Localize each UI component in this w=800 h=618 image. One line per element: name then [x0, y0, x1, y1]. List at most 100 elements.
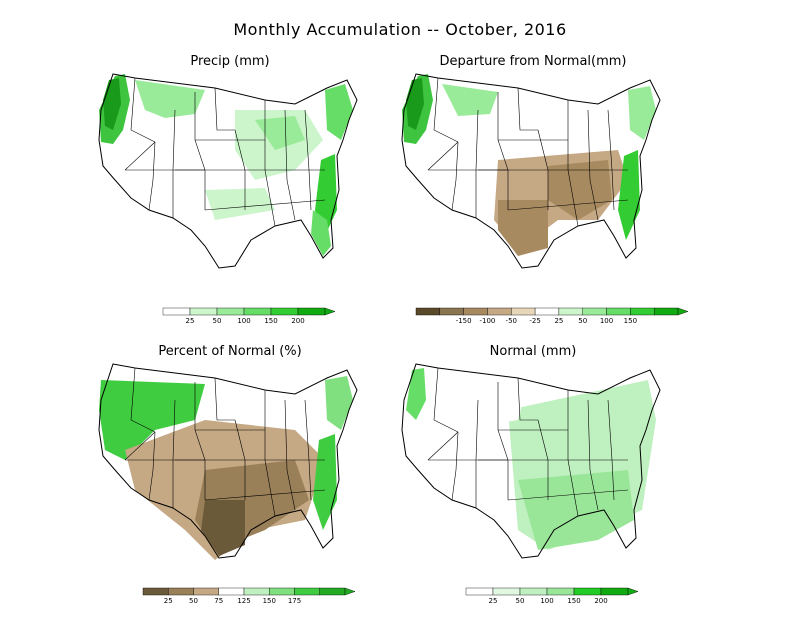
- legend-tick-label: 50: [516, 597, 525, 605]
- state-boundary: [587, 399, 599, 511]
- legend-tick-label: 150: [264, 317, 277, 325]
- legend-swatch: [193, 587, 219, 596]
- precip-northeast-wet: [325, 84, 353, 140]
- legend-swatch: [653, 307, 679, 316]
- state-boundary: [172, 109, 176, 218]
- legend-arrow-right: [324, 307, 336, 316]
- state-boundary: [214, 377, 235, 421]
- precip-florida-wet: [311, 210, 331, 256]
- main-title: Monthly Accumulation -- October, 2016: [233, 20, 567, 39]
- state-boundary: [451, 141, 459, 211]
- legend-tick-label: 125: [237, 597, 250, 605]
- legend-tick-label: 150: [624, 317, 637, 325]
- legend-swatch: [630, 307, 655, 316]
- departure-legend-svg: -150 -100 -50 -25 25 50 100 150: [415, 307, 689, 325]
- legend-swatch: [511, 307, 536, 316]
- legend-swatch: [534, 307, 560, 316]
- departure-northeast-wet: [628, 86, 656, 140]
- state-boundary: [433, 77, 459, 143]
- legend-arrow-right: [677, 307, 689, 316]
- legend-swatch: [243, 587, 270, 596]
- state-boundary: [284, 399, 296, 511]
- percent-texas-driest: [201, 500, 245, 556]
- legend-arrow-right: [344, 587, 356, 596]
- legend-swatch: [162, 307, 191, 316]
- legend-tick-label: 150: [263, 597, 276, 605]
- state-boundary: [427, 141, 459, 171]
- legend-arrow-right: [627, 587, 639, 596]
- legend-tick-label: 200: [291, 317, 304, 325]
- precip-legend-svg: 25 50 100 150 200: [162, 307, 336, 325]
- percent-panel: Percent of Normal (%) 25 50 75 125 150 175: [95, 344, 365, 606]
- precip-panel-title: Precip (mm): [190, 54, 270, 69]
- legend-tick-label: 25: [186, 317, 195, 325]
- state-boundary: [148, 431, 156, 501]
- state-boundary: [517, 377, 538, 421]
- normal-map: [401, 363, 661, 559]
- state-boundary: [507, 199, 629, 211]
- legend-tick-label: -25: [529, 317, 540, 325]
- state-boundary: [214, 87, 235, 131]
- legend-swatch: [463, 307, 488, 316]
- precip-northern-rockies-wet: [135, 80, 205, 118]
- state-boundary: [497, 92, 509, 210]
- state-boundary: [507, 489, 629, 501]
- legend-tick-label: 50: [189, 597, 198, 605]
- state-boundary: [497, 382, 509, 500]
- legend-swatch: [189, 307, 218, 316]
- state-boundary: [148, 141, 156, 211]
- percent-eastcoast-wet: [313, 434, 337, 530]
- us-outline: [98, 73, 358, 269]
- percent-west-wet: [99, 380, 205, 460]
- state-boundary: [204, 199, 326, 211]
- state-boundary: [451, 431, 459, 501]
- legend-tick-label: 100: [237, 317, 250, 325]
- legend-swatch: [218, 587, 245, 596]
- precip-greatlakes-wet: [255, 116, 305, 150]
- legend-swatch: [492, 587, 521, 596]
- legend-tick-label: 25: [554, 317, 563, 325]
- legend-swatch: [142, 587, 169, 596]
- state-boundary: [124, 141, 156, 171]
- legend-swatch: [573, 587, 602, 596]
- legend-tick-label: 150: [567, 597, 580, 605]
- us-outline: [401, 73, 661, 269]
- precip-panel: Precip (mm) 25 50 100 150 200: [95, 54, 365, 325]
- legend-swatch: [606, 307, 631, 316]
- legend-tick-label: 100: [600, 317, 613, 325]
- normal-northwest-wet: [406, 368, 426, 420]
- departure-panel-title: Departure from Normal(mm): [439, 54, 627, 69]
- legend-tick-label: 50: [213, 317, 222, 325]
- state-boundary: [194, 92, 206, 210]
- legend-tick-label: 200: [594, 597, 607, 605]
- state-boundary: [433, 367, 459, 433]
- legend-swatch: [487, 307, 512, 316]
- state-boundary: [194, 382, 206, 500]
- legend-tick-label: -50: [506, 317, 517, 325]
- departure-southeast-drier: [548, 160, 612, 220]
- legend-swatch: [270, 307, 299, 316]
- state-boundary: [587, 109, 599, 221]
- legend-tick-label: 100: [540, 597, 553, 605]
- legend-swatch: [546, 587, 575, 596]
- departure-rockies-wet: [442, 84, 498, 116]
- state-boundary: [204, 489, 326, 501]
- state-boundary: [124, 431, 156, 461]
- legend-swatch: [519, 587, 548, 596]
- percent-legend-svg: 25 50 75 125 150 175: [142, 587, 356, 605]
- legend-tick-label: -100: [480, 317, 496, 325]
- legend-tick-label: 175: [288, 597, 301, 605]
- departure-map: [401, 73, 661, 269]
- legend-swatch: [415, 307, 441, 316]
- state-boundary: [517, 87, 538, 131]
- state-boundary: [427, 431, 459, 461]
- precip-map: [98, 73, 358, 269]
- legend-swatch: [168, 587, 194, 596]
- percent-map: [98, 363, 358, 560]
- legend-tick-label: 25: [164, 597, 173, 605]
- state-boundary: [284, 109, 296, 221]
- legend-swatch: [269, 587, 295, 596]
- legend-swatch: [558, 307, 583, 316]
- departure-texas-dry: [498, 200, 548, 256]
- normal-panel: Normal (mm) 25 50 100 150 200: [398, 344, 668, 606]
